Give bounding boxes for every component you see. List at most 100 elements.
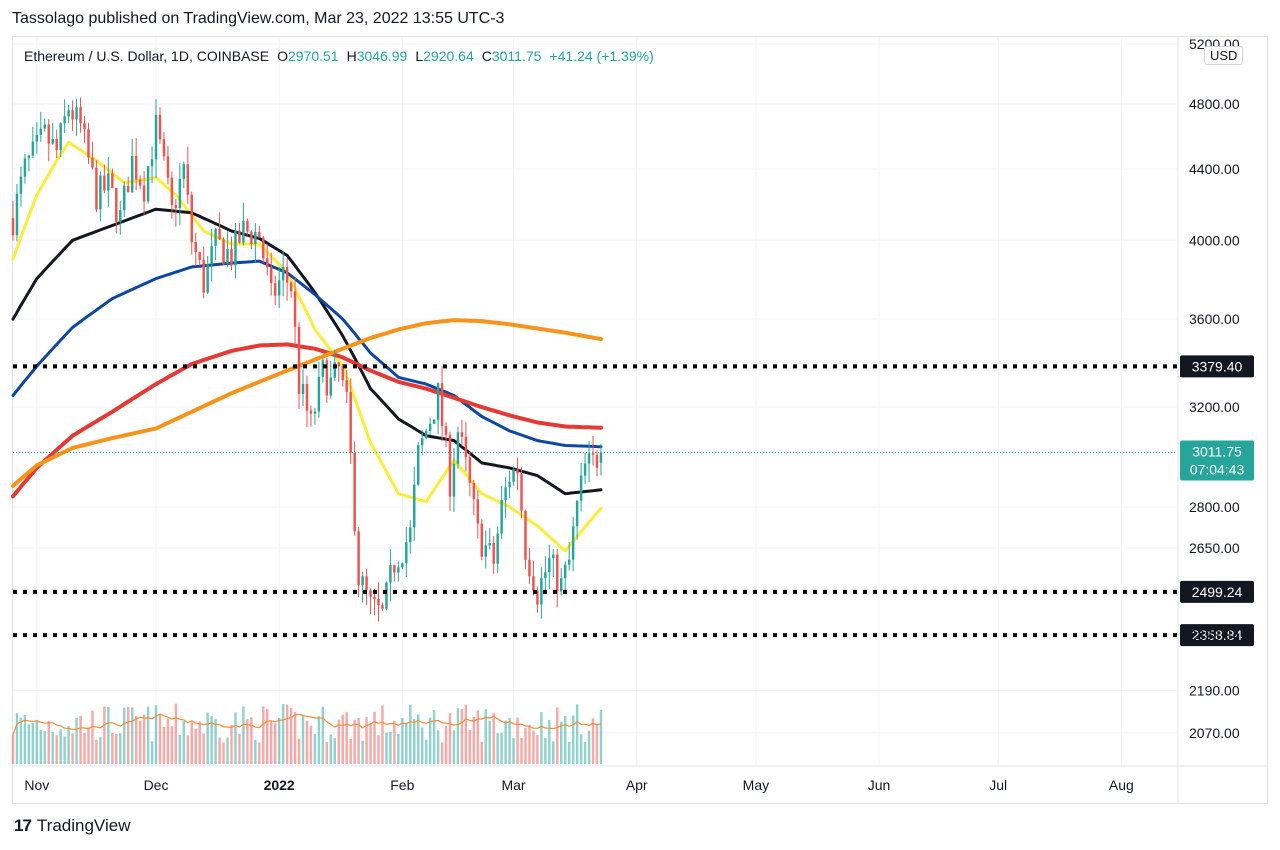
candle-body xyxy=(500,500,503,534)
volume-bar xyxy=(460,708,464,764)
volume-bar xyxy=(397,733,400,764)
volume-bar xyxy=(27,724,31,764)
level-tag xyxy=(1180,355,1254,378)
candle-body xyxy=(325,360,329,396)
candle-body xyxy=(377,599,380,606)
volume-bar xyxy=(35,720,39,764)
y-tick-label: 2070.00 xyxy=(1189,725,1240,741)
volume-bar xyxy=(508,717,511,764)
candle-body xyxy=(361,576,364,586)
symbol-legend: Ethereum / U.S. Dollar, 1D, COINBASE O297… xyxy=(24,48,662,64)
candle-body xyxy=(146,166,150,202)
candle-body xyxy=(281,267,285,281)
volume-bar xyxy=(405,722,408,764)
candle-body xyxy=(35,134,39,142)
candle-body xyxy=(333,362,337,378)
candle-body xyxy=(496,533,499,564)
level-tag-label: 3379.40 xyxy=(1192,358,1243,374)
candle-body xyxy=(67,110,70,117)
y-tick-label: 2650.00 xyxy=(1189,540,1240,556)
volume-bar xyxy=(409,704,412,764)
volume-bar xyxy=(456,708,460,764)
volume-bar xyxy=(583,741,587,764)
candle-body xyxy=(23,158,27,177)
volume-bar xyxy=(337,719,340,764)
candle-body xyxy=(285,267,289,283)
y-tick-label: 4800.00 xyxy=(1189,96,1240,112)
candle-body xyxy=(579,475,583,501)
volume-bar xyxy=(43,731,47,764)
candle-body xyxy=(55,139,58,151)
candle-body xyxy=(91,157,94,168)
volume-bar xyxy=(198,721,201,764)
volume-bar xyxy=(472,716,476,764)
candle-body xyxy=(130,156,134,193)
volume-bar xyxy=(413,719,416,764)
volume-bar xyxy=(575,704,579,764)
x-tick-label: Apr xyxy=(626,777,648,793)
candle-body xyxy=(266,258,269,268)
candle-body xyxy=(301,383,305,395)
volume-bar xyxy=(516,717,519,764)
volume-bar xyxy=(83,732,86,764)
volume-bar xyxy=(524,728,527,764)
candle-body xyxy=(365,576,368,591)
candle-body xyxy=(484,545,487,557)
volume-bar xyxy=(206,712,209,764)
volume-bar xyxy=(317,715,321,764)
candle-body xyxy=(424,431,428,439)
volume-bar xyxy=(484,709,487,764)
volume-bar xyxy=(361,740,364,764)
volume-bar xyxy=(480,741,484,764)
volume-bar xyxy=(301,714,305,764)
candle-body xyxy=(516,469,519,474)
close-key: C xyxy=(481,48,492,64)
candle-body xyxy=(269,267,273,284)
candle-body xyxy=(556,554,559,592)
volume-bar xyxy=(138,720,142,764)
candle-body xyxy=(353,452,356,532)
candle-body xyxy=(79,107,82,124)
candle-body xyxy=(532,576,535,591)
volume-bar xyxy=(11,734,15,764)
volume-bar xyxy=(186,735,190,764)
candle-body xyxy=(591,453,595,455)
candle-body xyxy=(444,426,448,435)
volume-bar xyxy=(556,707,559,764)
volume-bar xyxy=(571,715,575,764)
tradingview-logo[interactable]: 17 TradingView xyxy=(14,816,130,836)
volume-bar xyxy=(190,722,194,764)
candle-body xyxy=(476,499,480,524)
candle-body xyxy=(238,230,241,243)
y-tick-label: 2800.00 xyxy=(1189,499,1240,515)
candle-body xyxy=(19,176,23,194)
volume-bar xyxy=(448,713,452,764)
candle-body xyxy=(119,210,122,222)
candle-body xyxy=(47,124,50,144)
volume-bar xyxy=(385,732,388,764)
volume-bar xyxy=(464,704,468,764)
candle-body xyxy=(158,114,162,140)
volume-bar xyxy=(182,720,186,764)
volume-bar xyxy=(19,717,23,764)
volume-bar xyxy=(234,712,237,764)
low-value: 2920.64 xyxy=(423,48,474,64)
candle-body xyxy=(99,175,102,210)
volume-bar xyxy=(476,710,480,764)
candle-body xyxy=(210,245,213,265)
volume-bar xyxy=(488,720,491,764)
candle-body xyxy=(83,123,86,130)
candle-body xyxy=(508,481,511,488)
candle-body xyxy=(190,194,194,243)
volume-bar xyxy=(500,732,503,764)
volume-bar xyxy=(115,733,118,764)
candle-body xyxy=(571,526,575,560)
volume-bar xyxy=(567,741,571,764)
candle-body xyxy=(75,107,78,120)
currency-button[interactable]: USD xyxy=(1204,46,1244,65)
volume-bar xyxy=(587,730,591,764)
symbol-title: Ethereum / U.S. Dollar, 1D, COINBASE xyxy=(24,48,270,64)
x-tick-label: Jul xyxy=(989,777,1007,793)
current-price-label: 3011.75 xyxy=(1192,443,1242,459)
